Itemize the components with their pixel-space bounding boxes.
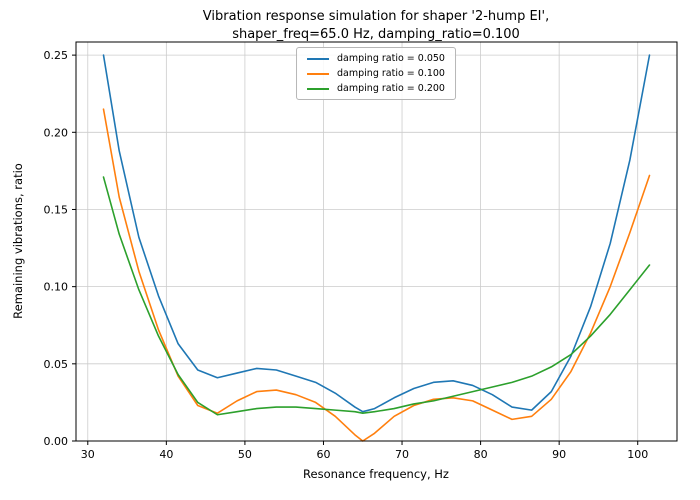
svg-text:80: 80 <box>474 448 488 461</box>
legend-label: damping ratio = 0.100 <box>337 68 445 79</box>
svg-text:0.25: 0.25 <box>44 49 69 62</box>
svg-text:0.00: 0.00 <box>44 435 69 448</box>
y-axis-label: Remaining vibrations, ratio <box>11 163 25 319</box>
legend-swatch-0 <box>307 57 330 60</box>
svg-text:90: 90 <box>552 448 566 461</box>
legend: damping ratio = 0.050 damping ratio = 0.… <box>296 47 456 100</box>
svg-text:30: 30 <box>81 448 95 461</box>
legend-item: damping ratio = 0.200 <box>307 83 445 94</box>
svg-text:0.20: 0.20 <box>44 126 69 139</box>
legend-swatch-2 <box>307 87 330 90</box>
legend-swatch-1 <box>307 72 330 75</box>
svg-text:50: 50 <box>238 448 252 461</box>
svg-text:0.05: 0.05 <box>44 358 69 371</box>
legend-label: damping ratio = 0.050 <box>337 53 445 64</box>
legend-label: damping ratio = 0.200 <box>337 83 445 94</box>
x-axis-label: Resonance frequency, Hz <box>303 467 449 481</box>
legend-item: damping ratio = 0.050 <box>307 53 445 64</box>
legend-item: damping ratio = 0.100 <box>307 68 445 79</box>
svg-text:0.10: 0.10 <box>44 281 69 294</box>
svg-text:40: 40 <box>159 448 173 461</box>
svg-text:100: 100 <box>627 448 648 461</box>
svg-text:70: 70 <box>395 448 409 461</box>
chart-title: Vibration response simulation for shaper… <box>202 9 550 43</box>
svg-text:60: 60 <box>316 448 330 461</box>
svg-text:0.15: 0.15 <box>44 203 69 216</box>
